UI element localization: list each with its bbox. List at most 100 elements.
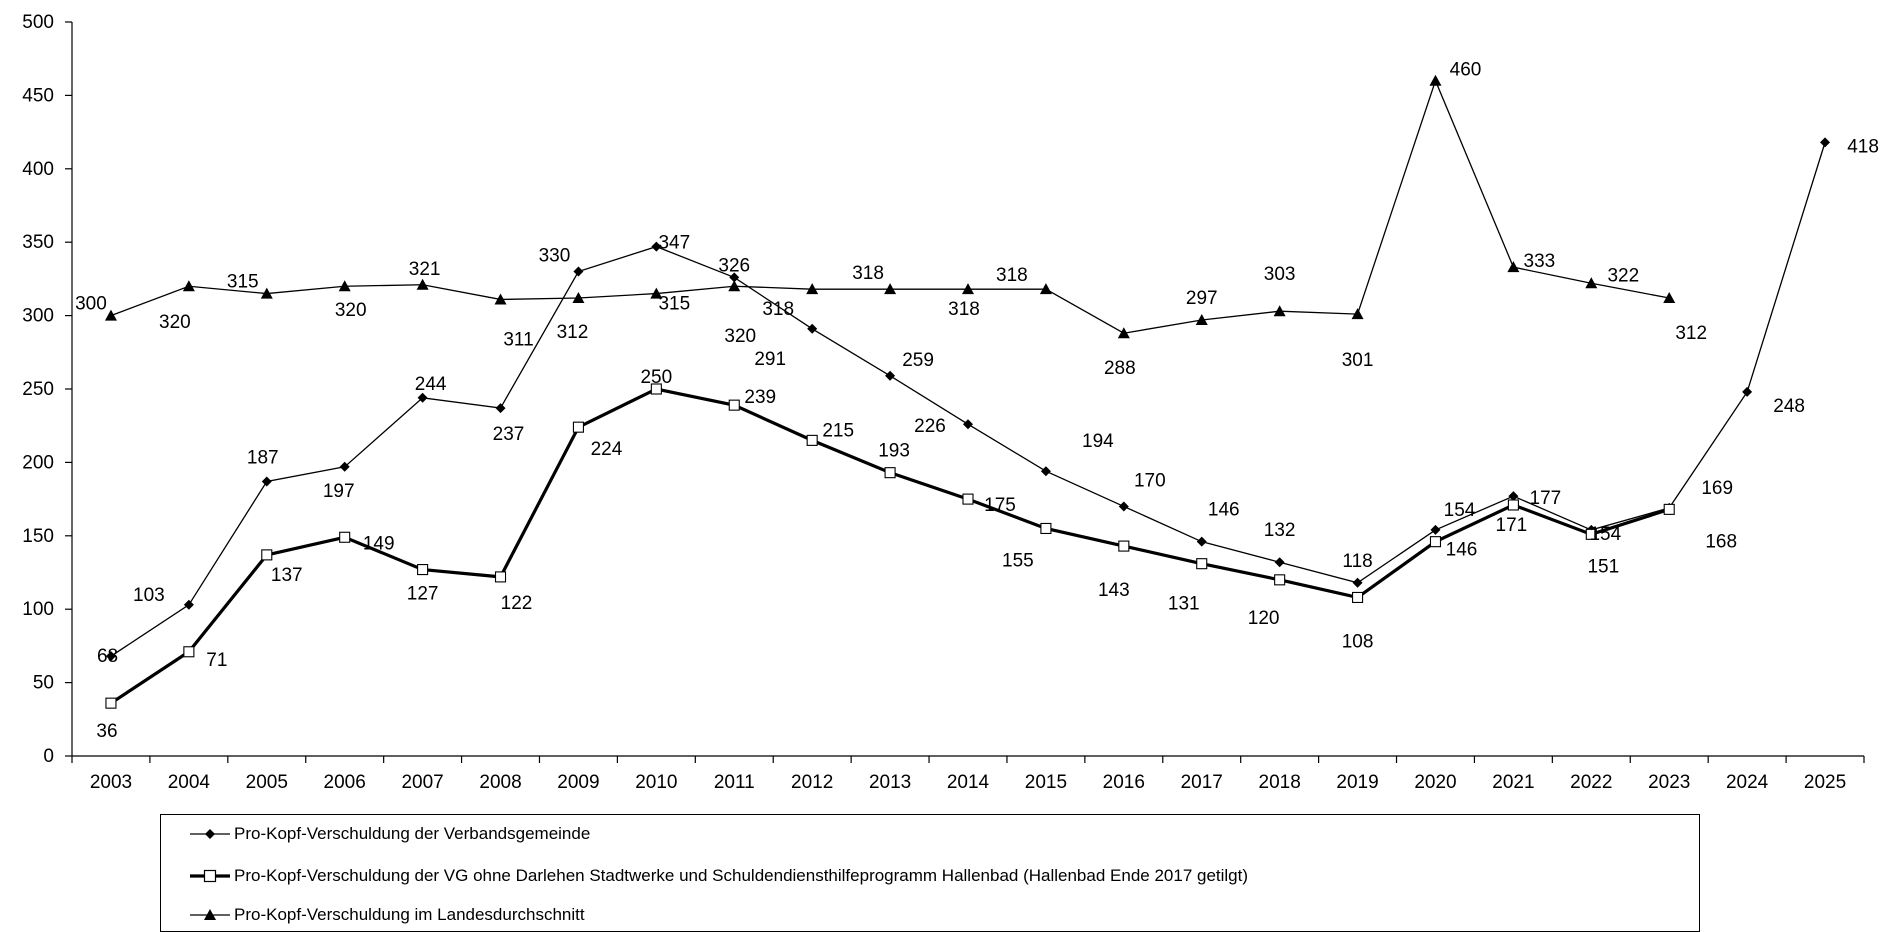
x-tick-label: 2009: [557, 772, 599, 793]
data-label: 197: [323, 481, 355, 502]
x-tick-label: 2010: [635, 772, 677, 793]
triangle-marker: [962, 283, 974, 295]
square-marker: [105, 697, 117, 709]
square-marker: [1040, 522, 1052, 535]
diamond-marker: [417, 392, 428, 403]
data-label: 224: [591, 439, 623, 460]
diamond-marker: [807, 323, 818, 334]
data-label: 321: [409, 259, 441, 280]
y-tick-label: 50: [33, 673, 54, 694]
data-label: 68: [97, 646, 118, 667]
data-label: 326: [718, 255, 750, 276]
legend: [160, 814, 1700, 932]
square-marker: [1274, 574, 1286, 586]
data-label: 239: [744, 387, 776, 408]
x-tick-label: 2006: [324, 772, 366, 793]
y-tick-label: 400: [22, 159, 54, 180]
diamond-marker: [1352, 577, 1363, 588]
y-tick-label: 100: [22, 599, 54, 620]
data-label: 288: [1104, 358, 1136, 379]
legend-item-verbandsgemeinde: Pro-Kopf-Verschuldung der Verbandsgemein…: [188, 824, 590, 844]
square-marker: [417, 564, 429, 576]
triangle-marker: [884, 283, 897, 295]
data-label: 71: [206, 650, 227, 671]
square-marker: [962, 493, 974, 505]
triangle-marker: [416, 278, 429, 290]
y-tick-label: 300: [22, 306, 54, 327]
data-label: 347: [658, 233, 690, 254]
data-label: 301: [1342, 350, 1374, 371]
data-label: 322: [1607, 265, 1639, 286]
series-lines: [110, 78, 1826, 705]
x-tick-label: 2017: [1181, 772, 1223, 793]
square-marker: [1585, 528, 1597, 540]
square-marker: [339, 531, 351, 543]
triangle-marker: [260, 287, 273, 299]
data-label: 122: [501, 593, 533, 614]
diamond-marker: [261, 476, 272, 487]
diamond-marker: [1118, 501, 1129, 512]
diamond-marker: [339, 461, 350, 472]
x-tick-label: 2005: [246, 772, 288, 793]
square-marker: [650, 383, 662, 395]
data-label: 36: [96, 721, 117, 742]
legend-swatch-square: [190, 869, 230, 883]
triangle-marker: [1507, 261, 1520, 273]
x-tick-label: 2022: [1570, 772, 1612, 793]
data-label: 137: [271, 565, 303, 586]
axes: 0 50 100 150 200 250 300 350 400 450 500 2003 2004 20…: [22, 12, 1865, 793]
y-tick-label: 150: [22, 526, 54, 547]
square-marker: [884, 467, 896, 479]
data-label: 127: [407, 584, 439, 605]
square-marker: [728, 399, 740, 411]
x-tick-label: 2004: [168, 772, 211, 793]
data-label: 244: [415, 374, 447, 395]
diamond-marker: [1508, 491, 1519, 502]
diamond-marker: [495, 403, 506, 414]
data-label: 318: [852, 263, 884, 284]
square-marker: [806, 434, 818, 446]
square-marker: [1352, 591, 1364, 604]
triangle-marker: [650, 287, 663, 299]
y-tick-label: 500: [22, 12, 54, 33]
legend-item-landesdurchschnitt: Pro-Kopf-Verschuldung im Landesdurchschn…: [188, 905, 585, 925]
data-labels: 68 103 187 197 244 237 330 347 326 291 259 226 194 17…: [75, 60, 1879, 742]
x-tick-label: 2003: [90, 772, 132, 793]
x-tick-label: 2025: [1804, 772, 1846, 793]
data-label: 315: [658, 294, 690, 315]
x-tick-label: 2023: [1648, 772, 1690, 793]
square-marker: [494, 571, 507, 583]
series-markers: [104, 74, 1831, 709]
data-label: 226: [914, 416, 946, 437]
data-label: 151: [1587, 556, 1619, 577]
diamond-marker: [729, 272, 740, 283]
data-label: 177: [1530, 488, 1562, 509]
legend-item-vg-ohne-darlehen: Pro-Kopf-Verschuldung der VG ohne Darleh…: [188, 866, 1248, 886]
x-tick-label: 2020: [1414, 772, 1456, 793]
x-tick-label: 2013: [869, 772, 911, 793]
legend-swatch-diamond: [190, 829, 230, 839]
data-label: 194: [1082, 431, 1114, 452]
data-label: 297: [1186, 288, 1218, 309]
triangle-marker: [1039, 283, 1052, 295]
data-label: 318: [948, 299, 980, 320]
x-tick-label: 2012: [791, 772, 833, 793]
data-label: 175: [984, 495, 1016, 516]
legend-label: Pro-Kopf-Verschuldung im Landesdurchschn…: [234, 905, 585, 924]
legend-label: Pro-Kopf-Verschuldung der VG ohne Darleh…: [234, 866, 1249, 885]
data-label: 320: [159, 312, 191, 333]
diamond-marker: [573, 266, 584, 277]
data-label: 318: [762, 299, 794, 320]
x-tick-label: 2024: [1726, 772, 1769, 793]
y-tick-label: 250: [22, 379, 54, 400]
x-tick-label: 2015: [1025, 772, 1067, 793]
data-label: 169: [1701, 478, 1733, 499]
data-label: 143: [1098, 580, 1130, 601]
data-label: 154: [1589, 524, 1621, 545]
data-label: 155: [1002, 550, 1034, 571]
data-label: 418: [1847, 136, 1879, 157]
data-label: 146: [1208, 500, 1240, 521]
x-tick-label: 2018: [1259, 772, 1301, 793]
square-marker: [1507, 499, 1519, 511]
